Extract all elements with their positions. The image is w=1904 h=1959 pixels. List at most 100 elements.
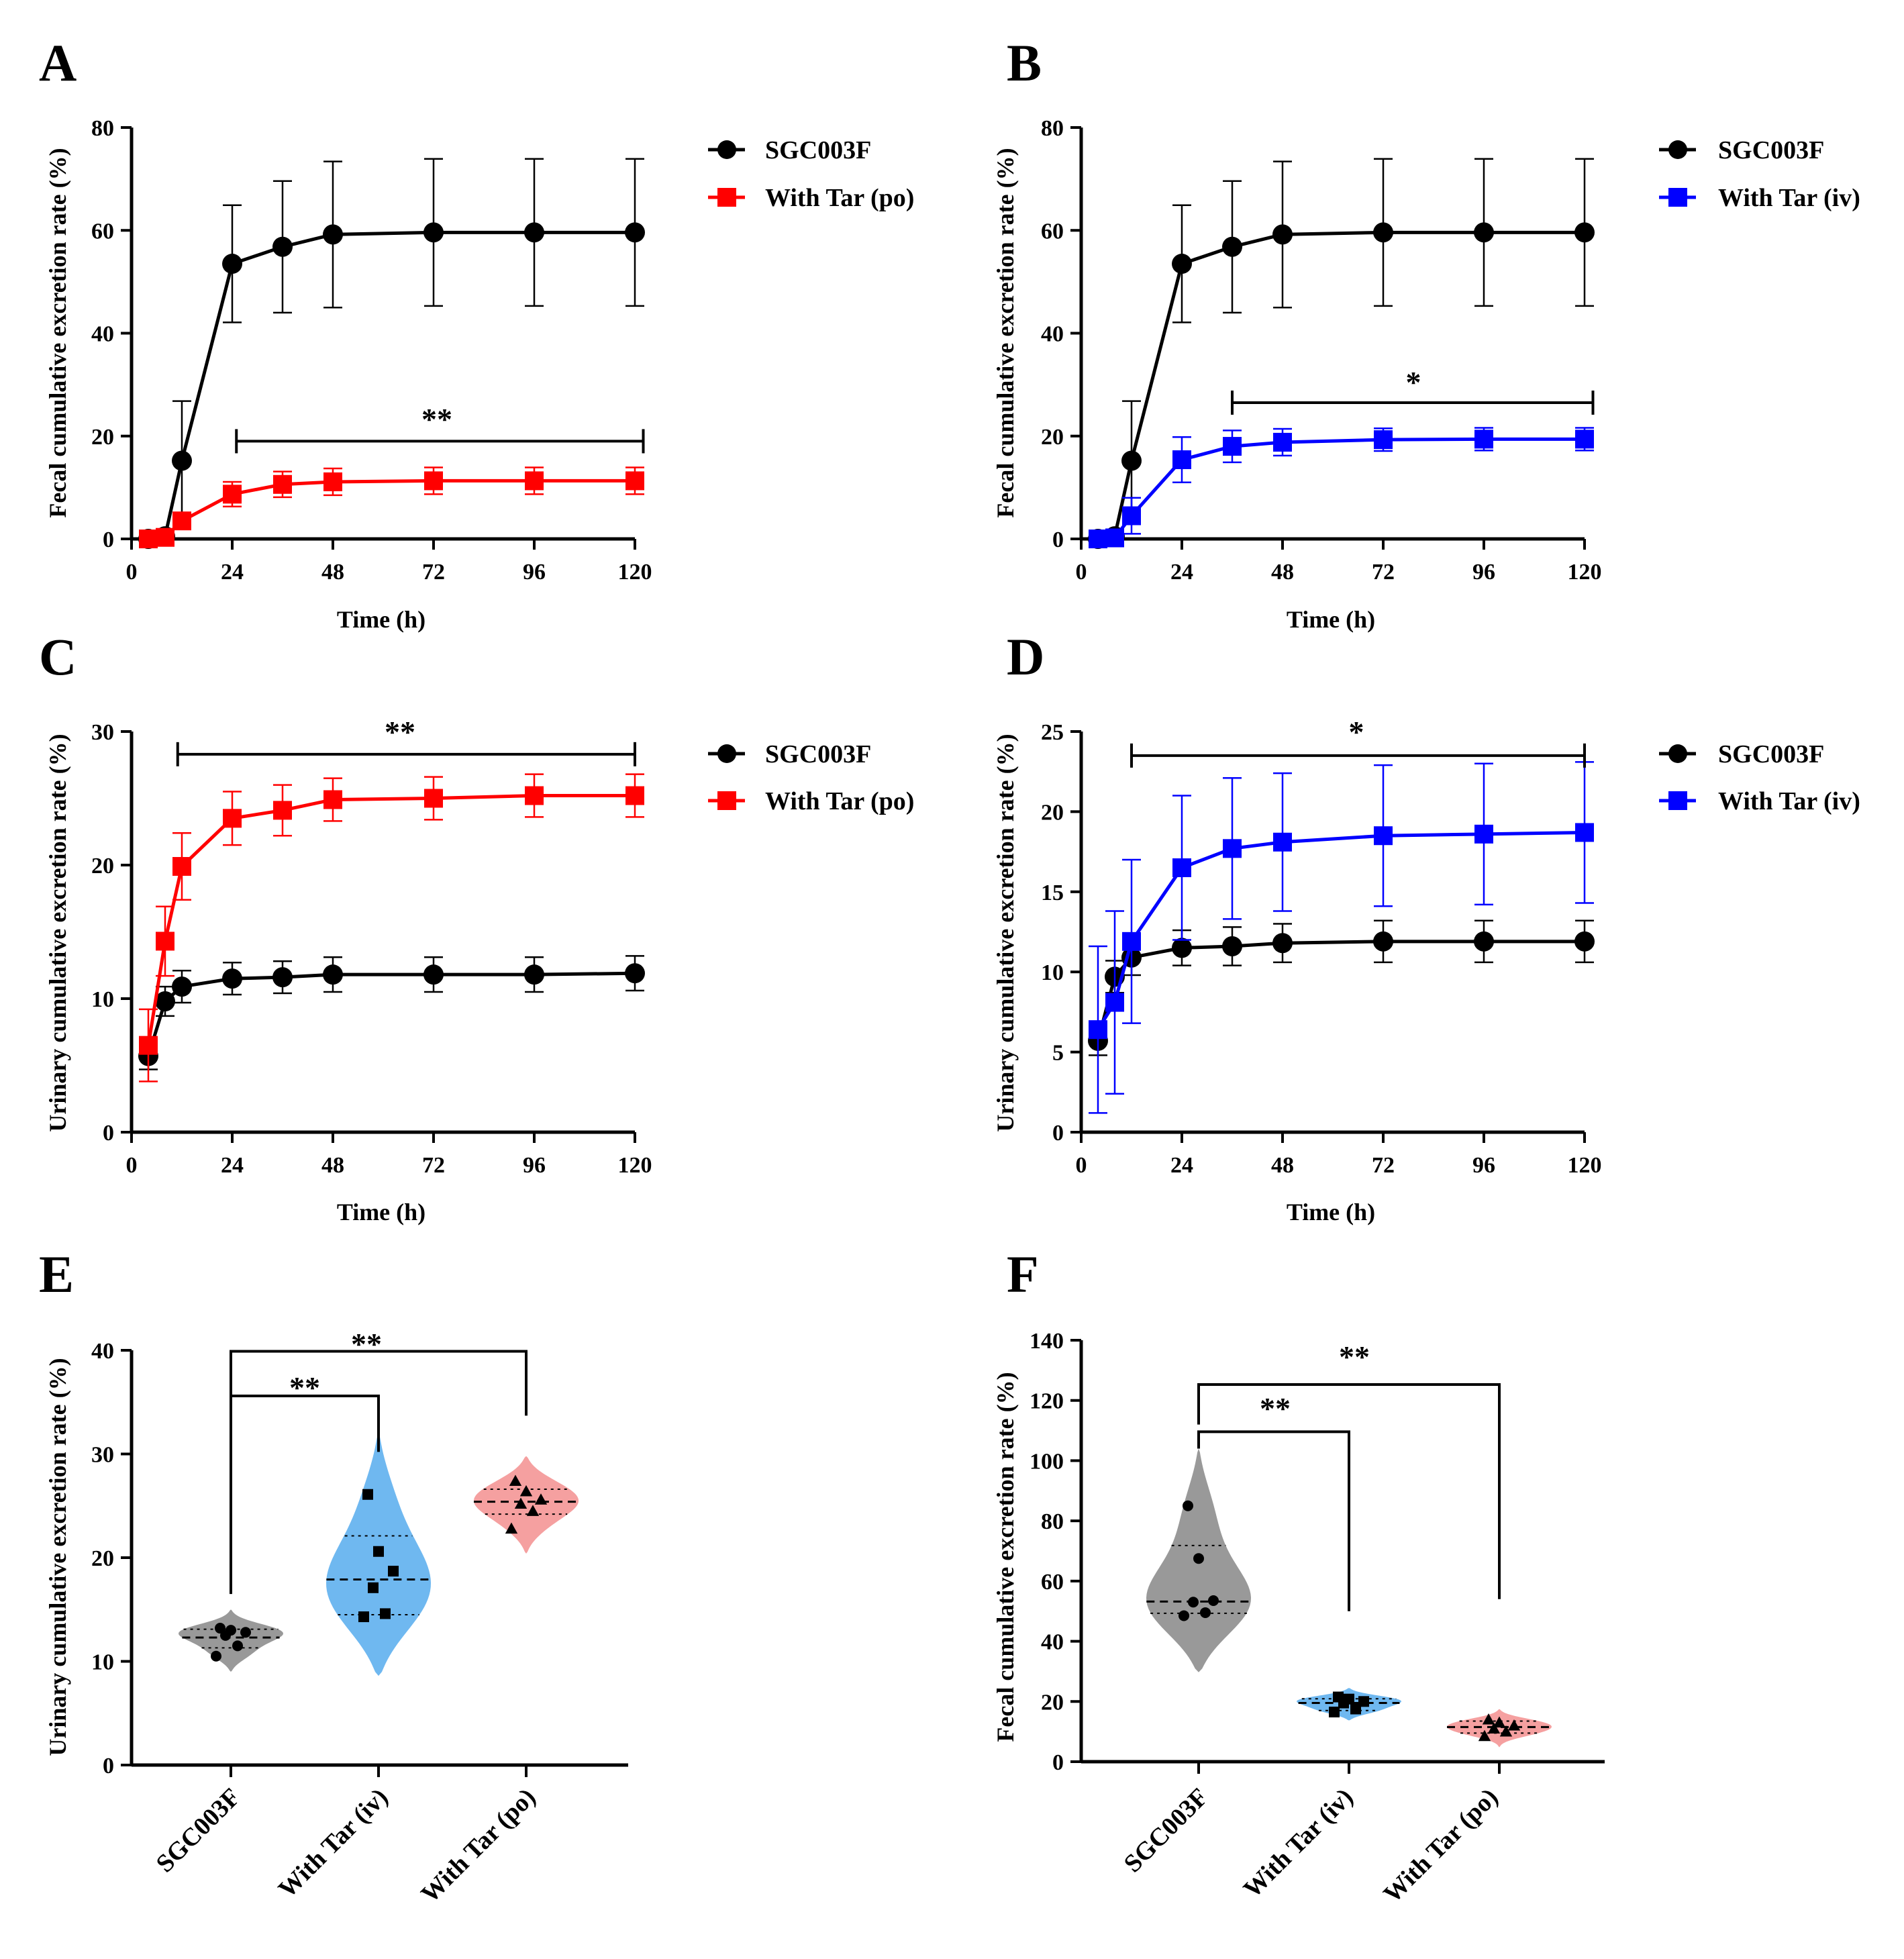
significance-label: **: [421, 402, 452, 436]
data-point: [172, 511, 191, 531]
y-tick-label: 80: [1041, 1509, 1064, 1534]
data-point: [380, 1608, 391, 1619]
y-tick-label: 20: [1041, 800, 1064, 825]
legend-entry: With Tar (iv): [1659, 184, 1860, 212]
x-tick-label: 96: [1472, 1153, 1495, 1178]
data-point: [323, 472, 342, 491]
plot-area: 0 10 20 30 40: [91, 1339, 628, 1778]
panel-letter: C: [39, 627, 77, 686]
y-tick-label: 30: [91, 1443, 114, 1468]
data-point: [525, 471, 544, 491]
y-tick-label: 0: [103, 1754, 114, 1778]
x-tick-label: 48: [321, 560, 344, 585]
plot-area: 0 5 10 15 20 25 0 24 48 72 96 120: [1041, 720, 1602, 1178]
data-point: [1273, 432, 1292, 452]
y-tick-label: 10: [1041, 960, 1064, 985]
category-label: With Tar (iv): [1238, 1783, 1359, 1904]
significance-bracket: [1197, 1430, 1350, 1611]
plot-area: 0 10 20 30 0 24 48 72 96 120: [91, 720, 652, 1178]
legend-label: With Tar (po): [765, 787, 914, 815]
data-point: [323, 790, 342, 809]
category-label: With Tar (iv): [273, 1783, 394, 1904]
y-tick-label: 0: [1052, 1750, 1064, 1775]
data-point: [1121, 450, 1142, 471]
legend-marker: [717, 188, 736, 207]
y-tick-label: 20: [91, 854, 114, 878]
y-tick-label: 5: [1052, 1041, 1064, 1066]
series-line: [146, 794, 635, 1046]
legend-marker: [1668, 140, 1687, 159]
legend-label: SGC003F: [1718, 136, 1824, 164]
data-point: [1208, 1595, 1219, 1607]
category-label: SGC003F: [151, 1783, 246, 1878]
x-tick-label: 24: [1170, 560, 1193, 585]
y-tick-label: 60: [91, 219, 114, 244]
violin: [179, 1609, 283, 1672]
data-point: [1574, 931, 1595, 952]
y-tick-label: 80: [91, 116, 114, 141]
legend-entry: With Tar (iv): [1659, 787, 1860, 815]
data-point: [625, 471, 644, 491]
data-point: [139, 530, 158, 548]
data-point: [1487, 1722, 1501, 1734]
data-point: [1089, 1020, 1107, 1040]
legend-label: With Tar (iv): [1718, 184, 1860, 212]
y-tick-label: 10: [91, 1650, 114, 1675]
significance-label: *: [1406, 365, 1421, 399]
data-point: [1373, 931, 1393, 952]
data-point: [156, 932, 174, 951]
x-tick-label: 0: [1076, 560, 1087, 585]
x-tick-label: 48: [321, 1153, 344, 1178]
legend-label: SGC003F: [765, 136, 871, 164]
plot-area: 0 20 40 60 80 100 120 140: [1030, 1329, 1605, 1775]
data-point: [172, 856, 191, 876]
data-point: [514, 1497, 528, 1509]
violin: [1447, 1709, 1552, 1748]
y-tick-label: 40: [91, 322, 114, 347]
x-axis-label: Time (h): [337, 1199, 425, 1225]
y-tick-label: 20: [1041, 1690, 1064, 1715]
y-tick-label: 20: [1041, 425, 1064, 450]
data-point: [1172, 858, 1191, 877]
data-point: [1223, 437, 1242, 456]
data-point: [424, 789, 443, 808]
data-point: [1474, 931, 1494, 952]
panel-letter: E: [39, 1245, 74, 1303]
legend-marker: [1668, 791, 1687, 810]
series: [138, 955, 645, 1070]
x-tick-label: 96: [1472, 560, 1495, 585]
data-point: [373, 1546, 384, 1557]
data-point: [1105, 993, 1124, 1012]
data-point: [323, 964, 343, 985]
data-point: [1272, 933, 1293, 954]
y-tick-label: 20: [91, 425, 114, 450]
panel-letter: B: [1007, 34, 1042, 92]
plot-area: 0 20 40 60 80 0 24 48 72 96 120: [1041, 116, 1602, 585]
data-point: [215, 1623, 226, 1634]
data-point: [1188, 1597, 1199, 1608]
legend-marker: [717, 744, 736, 763]
data-point: [1482, 1713, 1495, 1725]
legend-label: With Tar (iv): [1718, 787, 1860, 815]
legend-entry: SGC003F: [708, 740, 871, 768]
y-tick-label: 0: [1052, 1121, 1064, 1146]
x-tick-label: 72: [1372, 560, 1395, 585]
data-point: [1499, 1725, 1513, 1737]
panel-letter: A: [39, 34, 77, 92]
data-point: [1179, 1610, 1189, 1621]
series: [139, 466, 644, 548]
data-point: [368, 1582, 379, 1593]
data-point: [1374, 430, 1393, 450]
significance-label: **: [289, 1370, 320, 1405]
x-tick-label: 48: [1271, 560, 1294, 585]
data-point: [1172, 450, 1191, 469]
legend-entry: SGC003F: [708, 136, 871, 164]
legend-label: With Tar (po): [765, 184, 914, 212]
y-tick-label: 60: [1041, 1570, 1064, 1595]
y-tick-label: 20: [91, 1546, 114, 1571]
series-line: [148, 479, 635, 541]
data-point: [524, 222, 544, 243]
series-line: [1097, 437, 1585, 541]
data-point: [1200, 1607, 1211, 1618]
data-point: [139, 1036, 158, 1055]
